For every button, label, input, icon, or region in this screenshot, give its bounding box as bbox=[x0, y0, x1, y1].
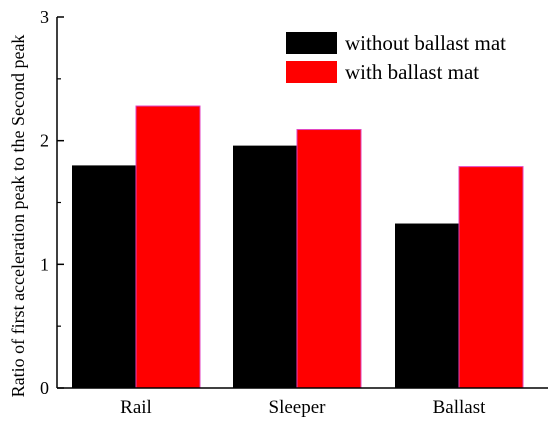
legend-swatch bbox=[286, 61, 337, 83]
y-tick-label: 2 bbox=[40, 131, 49, 151]
y-tick-label: 3 bbox=[40, 7, 49, 27]
legend-label: with ballast mat bbox=[345, 60, 479, 84]
x-tick-label: Rail bbox=[120, 397, 152, 418]
legend-swatch bbox=[286, 32, 337, 54]
y-axis-title: Ratio of first acceleration peak to the … bbox=[8, 35, 28, 398]
bar-sleeper-without-ballast-mat bbox=[233, 145, 297, 388]
bar-rail-without-ballast-mat bbox=[72, 165, 136, 388]
x-tick-label: Sleeper bbox=[269, 397, 327, 418]
y-tick-label: 0 bbox=[40, 378, 49, 398]
bar-rail-with-ballast-mat bbox=[135, 105, 201, 389]
bars-group bbox=[72, 105, 524, 389]
y-tick-label: 1 bbox=[40, 254, 49, 274]
y-ticks-group: 0 1 2 3 bbox=[40, 7, 64, 398]
bar-ballast-with-ballast-mat bbox=[458, 166, 524, 389]
bar-sleeper-with-ballast-mat bbox=[296, 129, 362, 389]
x-labels-group: Rail Sleeper Ballast bbox=[120, 397, 486, 418]
legend-label: without ballast mat bbox=[345, 31, 506, 55]
x-tick-label: Ballast bbox=[433, 397, 486, 418]
bar-ballast-without-ballast-mat bbox=[395, 223, 459, 388]
legend: without ballast mat with ballast mat bbox=[286, 31, 506, 84]
